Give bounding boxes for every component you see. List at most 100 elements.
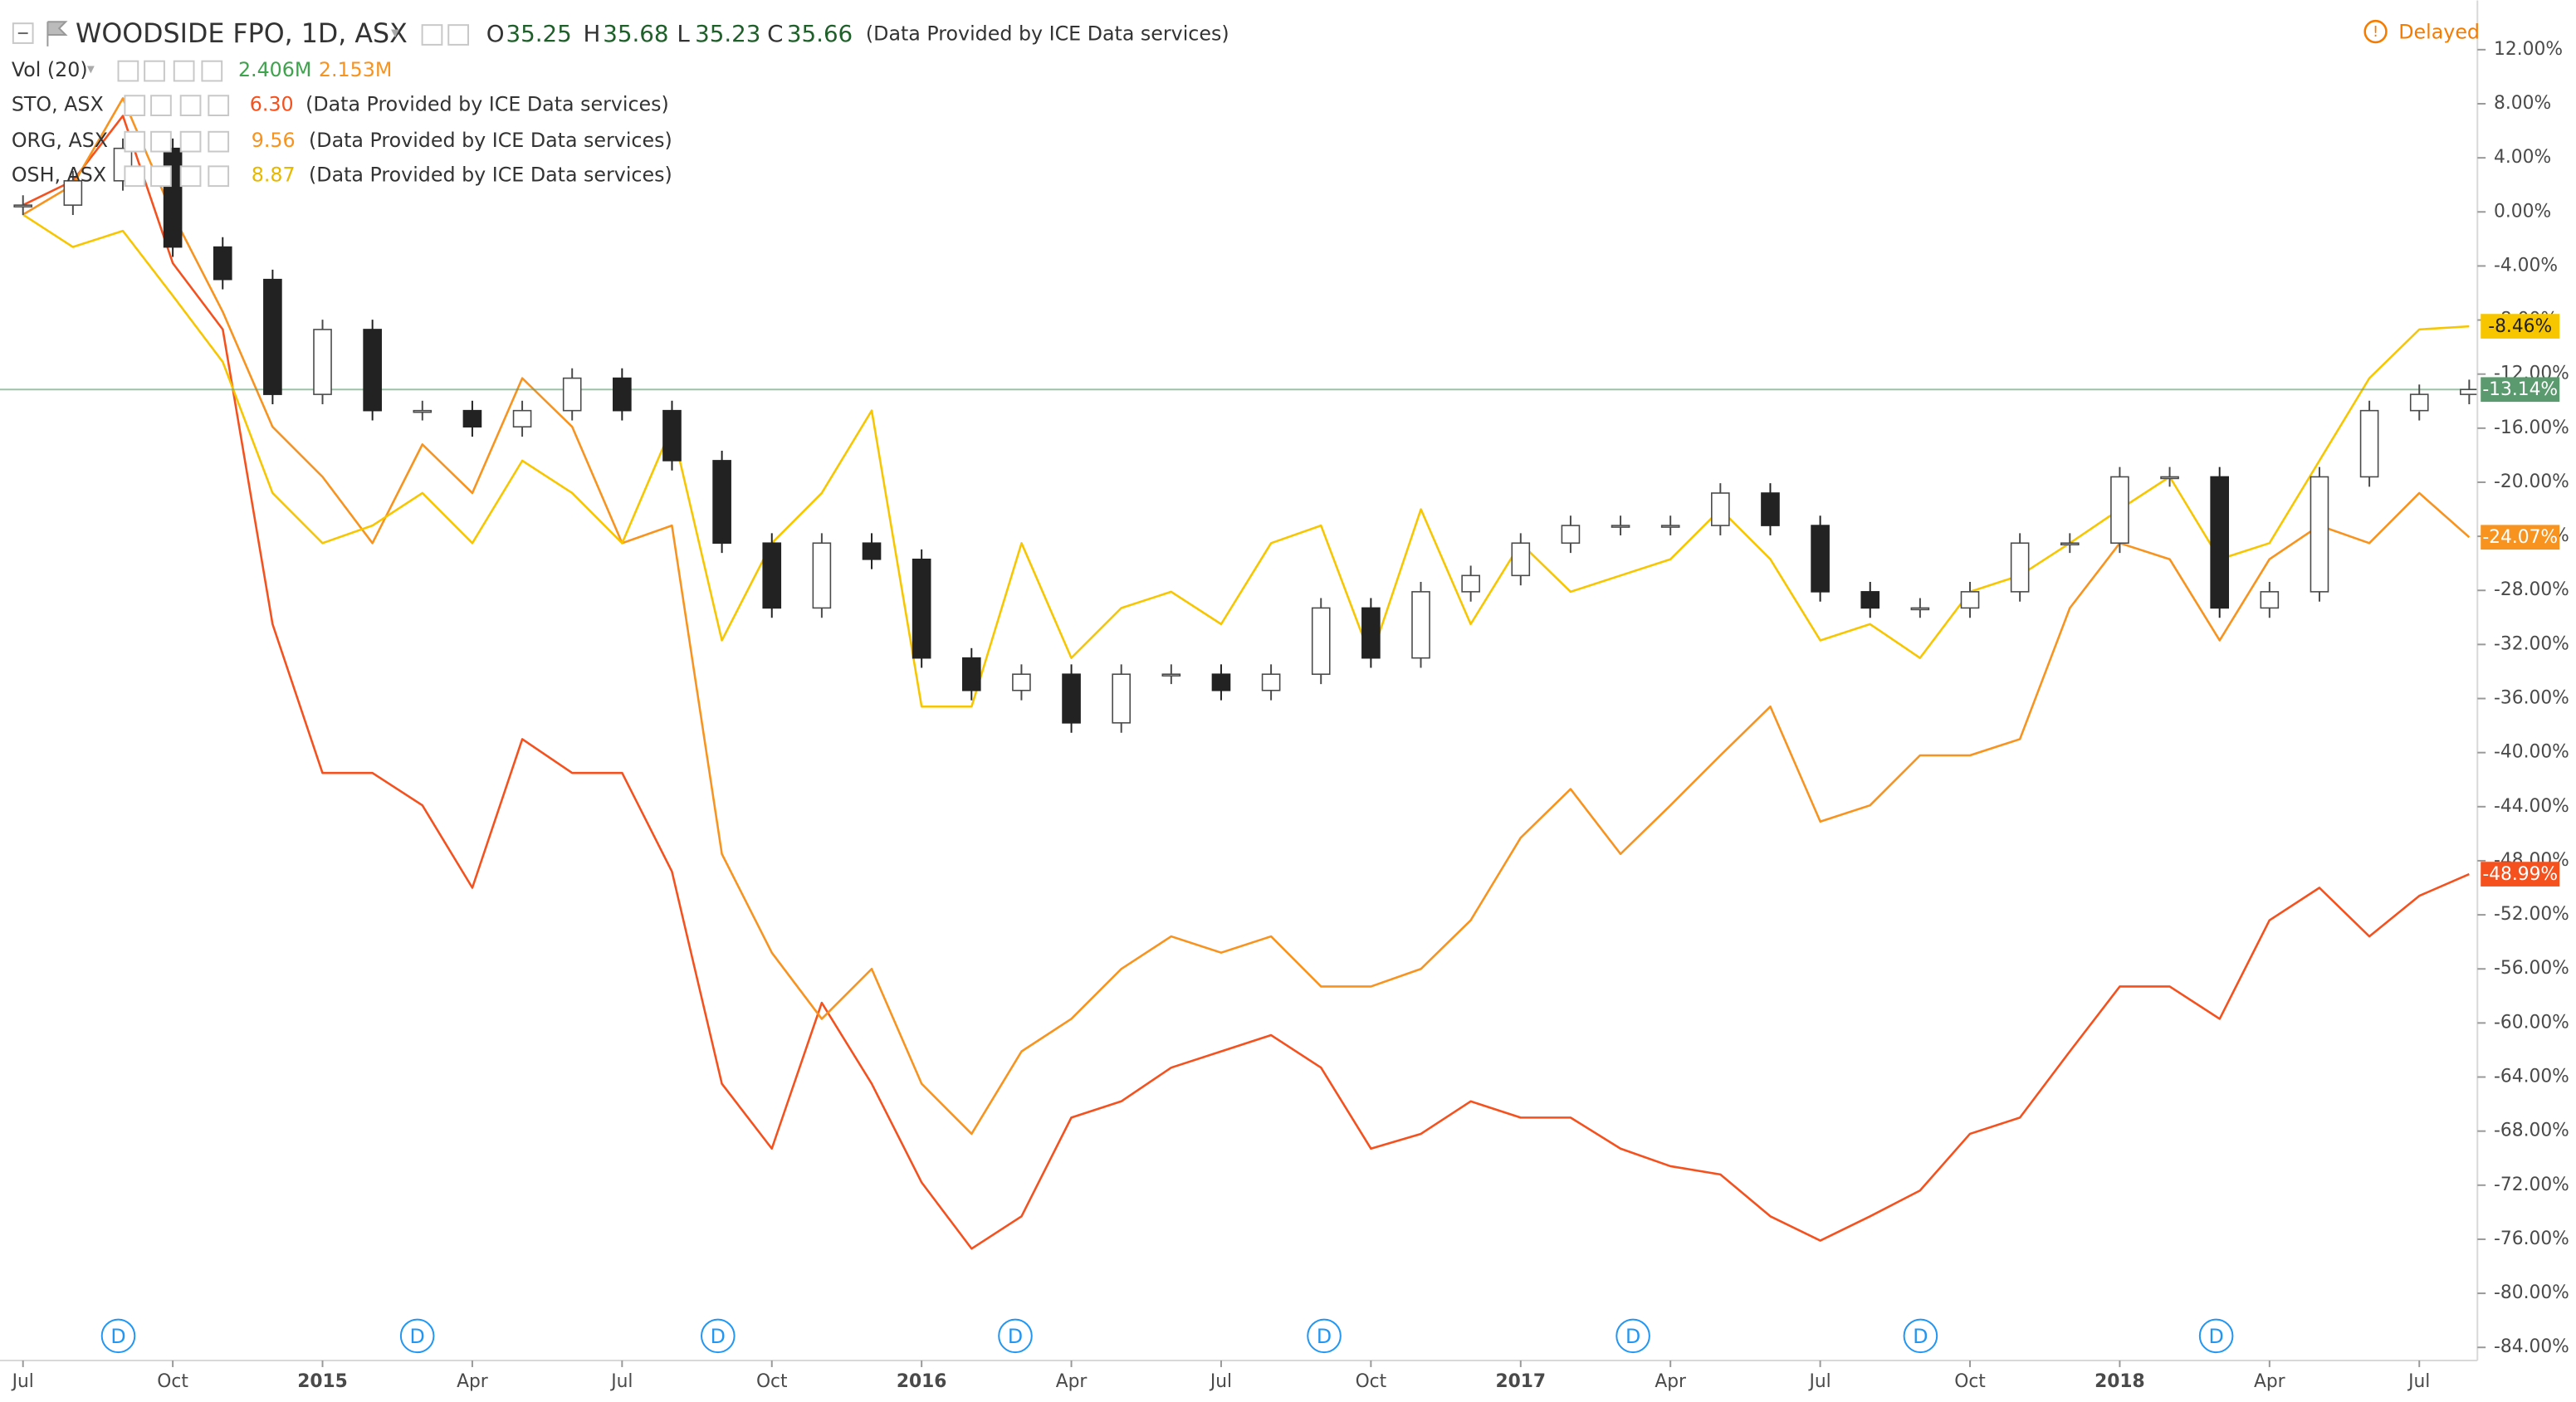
hide-icon[interactable]: [117, 60, 139, 82]
dividend-marker[interactable]: [399, 1318, 435, 1354]
legend-icon[interactable]: [179, 130, 202, 153]
candle-body: [1660, 525, 1680, 528]
y-tick-label: -16.00%: [2494, 418, 2569, 438]
volume-value: 2.153M: [319, 58, 392, 81]
dividend-marker[interactable]: [701, 1318, 736, 1354]
y-tick-label: 8.00%: [2494, 93, 2551, 114]
dividend-marker[interactable]: [1307, 1318, 1342, 1354]
candle-body: [2160, 476, 2179, 480]
data-source: (Data Provided by ICE Data services): [309, 164, 672, 187]
candle-body: [912, 559, 931, 659]
ohlc-key: H: [584, 20, 601, 47]
data-source: (Data Provided by ICE Data services): [866, 22, 1229, 46]
candle-body: [2409, 393, 2429, 412]
candle-body: [413, 409, 433, 413]
settings-icon[interactable]: [447, 24, 469, 46]
dividend-label: D: [2208, 1325, 2223, 1348]
candle-body: [263, 278, 282, 395]
legend-icon[interactable]: [208, 165, 230, 188]
dividend-marker[interactable]: [1615, 1318, 1650, 1354]
candle-body: [1960, 591, 1980, 609]
legend-icon[interactable]: [124, 130, 146, 153]
series-line: [22, 213, 2470, 708]
status[interactable]: Delayed: [2398, 21, 2480, 44]
x-tick-label: 2016: [897, 1371, 947, 1392]
candle-body: [1361, 607, 1381, 659]
x-tick-label: Apr: [457, 1371, 488, 1392]
dividend-marker[interactable]: [998, 1318, 1033, 1354]
series-line: [22, 97, 2471, 1136]
x-tick-label: Oct: [1954, 1371, 1986, 1392]
dividend-label: D: [1913, 1325, 1928, 1348]
x-tick-label: 2017: [1496, 1371, 1547, 1392]
x-tick-label: Jul: [609, 1371, 633, 1392]
candle-body: [1161, 673, 1181, 677]
dividend-label: D: [1317, 1325, 1332, 1348]
candle-body: [2260, 591, 2280, 609]
legend-icon[interactable]: [150, 95, 172, 116]
legend-icon[interactable]: [208, 95, 230, 116]
dropdown-icon[interactable]: ▾: [87, 61, 95, 78]
last-value-label: -8.46%: [2488, 316, 2552, 337]
delayed-icon: !: [2373, 23, 2378, 41]
candle-body: [1261, 673, 1281, 691]
candle-body: [2460, 388, 2479, 395]
compare-name: STO, ASX: [12, 93, 104, 116]
x-tick-label: 2018: [2095, 1371, 2145, 1392]
y-tick-label: 0.00%: [2494, 201, 2551, 222]
candle-body: [1860, 591, 1880, 609]
last-value-label: -13.14%: [2482, 379, 2558, 400]
dividend-label: D: [110, 1325, 125, 1348]
volume-value: 2.406M: [238, 58, 311, 81]
y-tick-label: -76.00%: [2494, 1229, 2569, 1249]
ohlc-value: 35.25: [506, 20, 572, 47]
candle-body: [961, 657, 981, 691]
compare-name: OSH, ASX: [12, 164, 106, 187]
candle-body: [1761, 492, 1780, 526]
x-tick-label: Jul: [1209, 1371, 1232, 1392]
candle-body: [1112, 673, 1132, 724]
dropdown-icon[interactable]: ▾: [391, 23, 399, 42]
x-tick-label: Oct: [756, 1371, 788, 1392]
x-tick-label: Apr: [1056, 1371, 1088, 1392]
legend-icon[interactable]: [150, 165, 172, 188]
dividend-marker[interactable]: [100, 1318, 136, 1354]
candle-body: [2210, 476, 2230, 609]
candle-body: [812, 542, 832, 609]
candle-body: [13, 204, 33, 208]
candle-body: [1910, 607, 1930, 611]
last-value-label: -48.99%: [2482, 864, 2558, 885]
dividend-label: D: [711, 1325, 726, 1348]
y-tick-label: -40.00%: [2494, 742, 2569, 763]
legend-icon[interactable]: [179, 165, 202, 188]
candle-body: [662, 409, 682, 462]
legend-icon[interactable]: [208, 130, 230, 153]
last-value-badge: [2481, 862, 2560, 887]
legend-icon[interactable]: [124, 165, 146, 188]
legend-icon[interactable]: [179, 95, 202, 116]
candle-body: [63, 180, 83, 206]
flag-icon[interactable]: [46, 21, 68, 46]
add-icon[interactable]: [173, 60, 195, 82]
candle-body: [762, 542, 782, 609]
ohlc-value: 35.23: [695, 20, 760, 47]
remove-icon[interactable]: [201, 60, 223, 82]
hide-icon[interactable]: [421, 24, 443, 46]
ohlc-key: O: [486, 20, 505, 47]
candle-body: [2060, 542, 2080, 546]
y-tick-label: -28.00%: [2494, 579, 2569, 600]
last-value-label: -24.07%: [2482, 527, 2558, 548]
legend-icon[interactable]: [150, 130, 172, 153]
y-tick-label: 4.00%: [2494, 147, 2551, 168]
settings-icon[interactable]: [144, 60, 165, 82]
dividend-marker[interactable]: [2198, 1318, 2234, 1354]
candle-body: [1561, 525, 1581, 545]
legend-icon[interactable]: [124, 95, 146, 116]
compare-name: ORG, ASX: [12, 129, 108, 152]
dividend-marker[interactable]: [1903, 1318, 1938, 1354]
x-tick-label: Jul: [1807, 1371, 1831, 1392]
candle-body: [363, 329, 382, 412]
last-value-badges: -48.99% -24.07% -8.46% -13.14%: [2481, 314, 2560, 887]
legend: WOODSIDE FPO, 1D, ASX ▾ O 35.25 H 35.68 …: [12, 19, 2480, 188]
candle-body: [1062, 673, 1081, 724]
